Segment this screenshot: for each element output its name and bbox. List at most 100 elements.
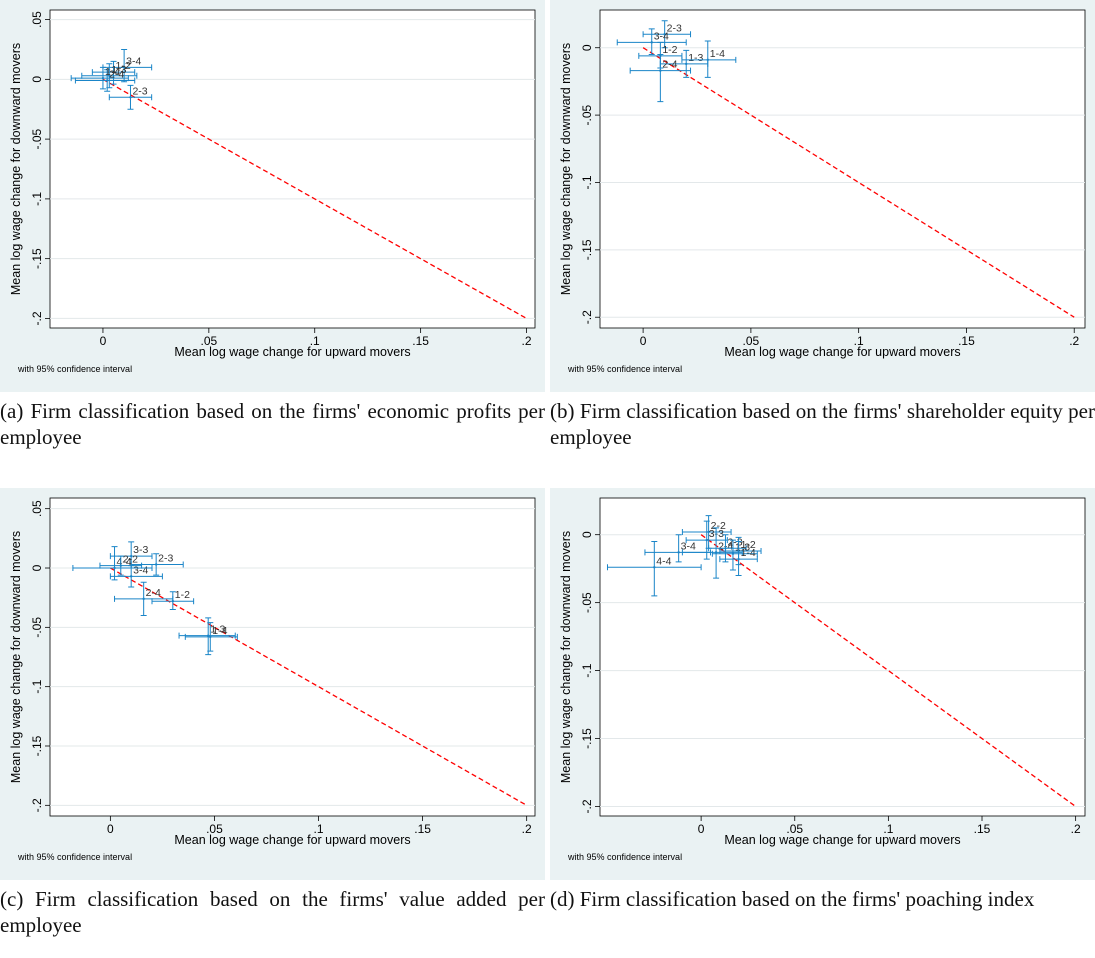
x-tick-label: .05 xyxy=(200,334,217,348)
y-axis-label: Mean log wage change for downward movers xyxy=(9,531,23,783)
point-label: 1-3 xyxy=(210,624,225,636)
x-tick-label: .2 xyxy=(1069,334,1079,348)
x-tick-label: .1 xyxy=(854,334,864,348)
x-tick-label: .15 xyxy=(958,334,975,348)
point-label: 3-4 xyxy=(654,30,669,42)
x-tick-label: .1 xyxy=(310,334,320,348)
y-tick-label: -.05 xyxy=(580,104,594,125)
x-tick-label: .05 xyxy=(786,822,803,836)
y-error-bar xyxy=(657,53,664,103)
y-tick-label: -.2 xyxy=(30,798,44,812)
reference-line xyxy=(642,47,1075,318)
point xyxy=(108,74,111,77)
reference-line xyxy=(700,534,1077,808)
x-axis-label: Mean log wage change for upward movers xyxy=(174,345,410,359)
point xyxy=(101,76,105,80)
point-label: 2-3 xyxy=(158,552,173,564)
y-tick-label: 0 xyxy=(30,76,44,83)
x-axis-label: Mean log wage change for upward movers xyxy=(724,833,960,847)
scatter-chart: .050-.05-.1-.15-.20.05.1.15.23-32-33-44-… xyxy=(0,488,545,880)
y-tick-label: -.05 xyxy=(30,128,44,149)
x-tick-label: .2 xyxy=(522,334,532,348)
scatter-chart: 0 -.05 -.1 -.15 -.2 0 .05 .1 .15 .2 2-33-4 1-2 1-3 1-… xyxy=(550,0,1095,392)
x-tick-label: .2 xyxy=(522,822,532,836)
note: with 95% confidence interval xyxy=(17,364,132,374)
point xyxy=(206,634,210,637)
y-tick-label: 0 xyxy=(30,564,44,571)
point-label: 3-4 xyxy=(126,55,141,67)
x-tick-label: .15 xyxy=(412,334,429,348)
y-tick-label: -.05 xyxy=(580,592,594,613)
point xyxy=(677,551,680,554)
x-error-bar xyxy=(708,545,747,552)
point-label: 3-4 xyxy=(681,540,696,552)
point xyxy=(119,564,122,567)
y-tick-label: .05 xyxy=(30,500,44,517)
point xyxy=(129,575,133,578)
point xyxy=(685,62,688,66)
caption: (a) Firm classification based on the fir… xyxy=(0,399,545,449)
point xyxy=(653,566,656,569)
note: with 95% confidence interval xyxy=(567,364,682,374)
x-error-bar xyxy=(711,550,758,557)
y-tick-label: -.1 xyxy=(580,175,594,189)
point xyxy=(706,58,709,62)
x-error-bar xyxy=(109,573,163,580)
x-error-bar xyxy=(719,548,762,554)
y-error-bar xyxy=(675,534,682,563)
caption: (c) Firm classification based on the fir… xyxy=(0,887,545,937)
y-axis-label: Mean log wage change for downward movers xyxy=(559,43,573,295)
point xyxy=(731,552,735,555)
caption: (d) Firm classification based on the fir… xyxy=(550,887,1035,911)
y-tick-label: -.05 xyxy=(30,617,44,638)
plot-area xyxy=(599,497,1086,817)
y-tick-label: -.2 xyxy=(30,311,44,325)
point-label: 2-3 xyxy=(132,85,147,97)
y-error-bar xyxy=(651,540,658,597)
point-label: 1-2 xyxy=(116,60,131,72)
point xyxy=(737,557,740,561)
y-tick-label: -.2 xyxy=(580,310,594,324)
point xyxy=(129,554,133,558)
point-label: 3-4 xyxy=(133,564,148,576)
note: with 95% confidence interval xyxy=(567,852,682,862)
point-label: 2-2 xyxy=(711,520,726,532)
x-axis-label: Mean log wage change for upward movers xyxy=(174,833,410,847)
x-tick-label: .1 xyxy=(883,822,893,836)
point xyxy=(105,79,109,82)
scatter-chart: 0-.05-.1-.15-.20.05.1.15.22-23-33-44-42-… xyxy=(550,488,1095,880)
point xyxy=(154,563,158,566)
y-tick-label: -.1 xyxy=(30,679,44,693)
point xyxy=(724,547,727,550)
x-tick-label: .1 xyxy=(314,822,324,836)
x-tick-label: 0 xyxy=(107,822,114,836)
y-axis-label: Mean log wage change for downward movers xyxy=(559,531,573,783)
point-label: 3-3 xyxy=(133,544,148,556)
plot-area xyxy=(49,9,536,329)
point-label: 1-3 xyxy=(688,52,703,64)
y-tick-label: .05 xyxy=(30,11,44,28)
point-label: 1-4 xyxy=(212,625,227,637)
point-label: 1-4 xyxy=(741,547,756,559)
point xyxy=(112,70,115,74)
y-tick-label: -.15 xyxy=(30,735,44,756)
y-tick-label: -.15 xyxy=(580,239,594,260)
caption: (b) Firm classification based on the fir… xyxy=(550,399,1095,449)
point-label: 2-4 xyxy=(662,59,677,71)
x-tick-label: 0 xyxy=(100,334,107,348)
point-label: 1-4 xyxy=(710,48,725,60)
point-label: 1-4 xyxy=(105,66,120,78)
point-label: 1-2 xyxy=(741,539,756,551)
x-error-bar xyxy=(72,565,153,572)
y-tick-label: -.2 xyxy=(580,799,594,813)
x-tick-label: .05 xyxy=(206,822,223,836)
point xyxy=(705,538,708,542)
point xyxy=(659,69,662,72)
y-tick-label: -.1 xyxy=(30,192,44,206)
x-error-bar xyxy=(70,75,129,82)
point xyxy=(714,551,718,554)
note: with 95% confidence interval xyxy=(17,852,132,862)
reference-line xyxy=(102,78,527,320)
y-tick-label: -.1 xyxy=(580,663,594,677)
